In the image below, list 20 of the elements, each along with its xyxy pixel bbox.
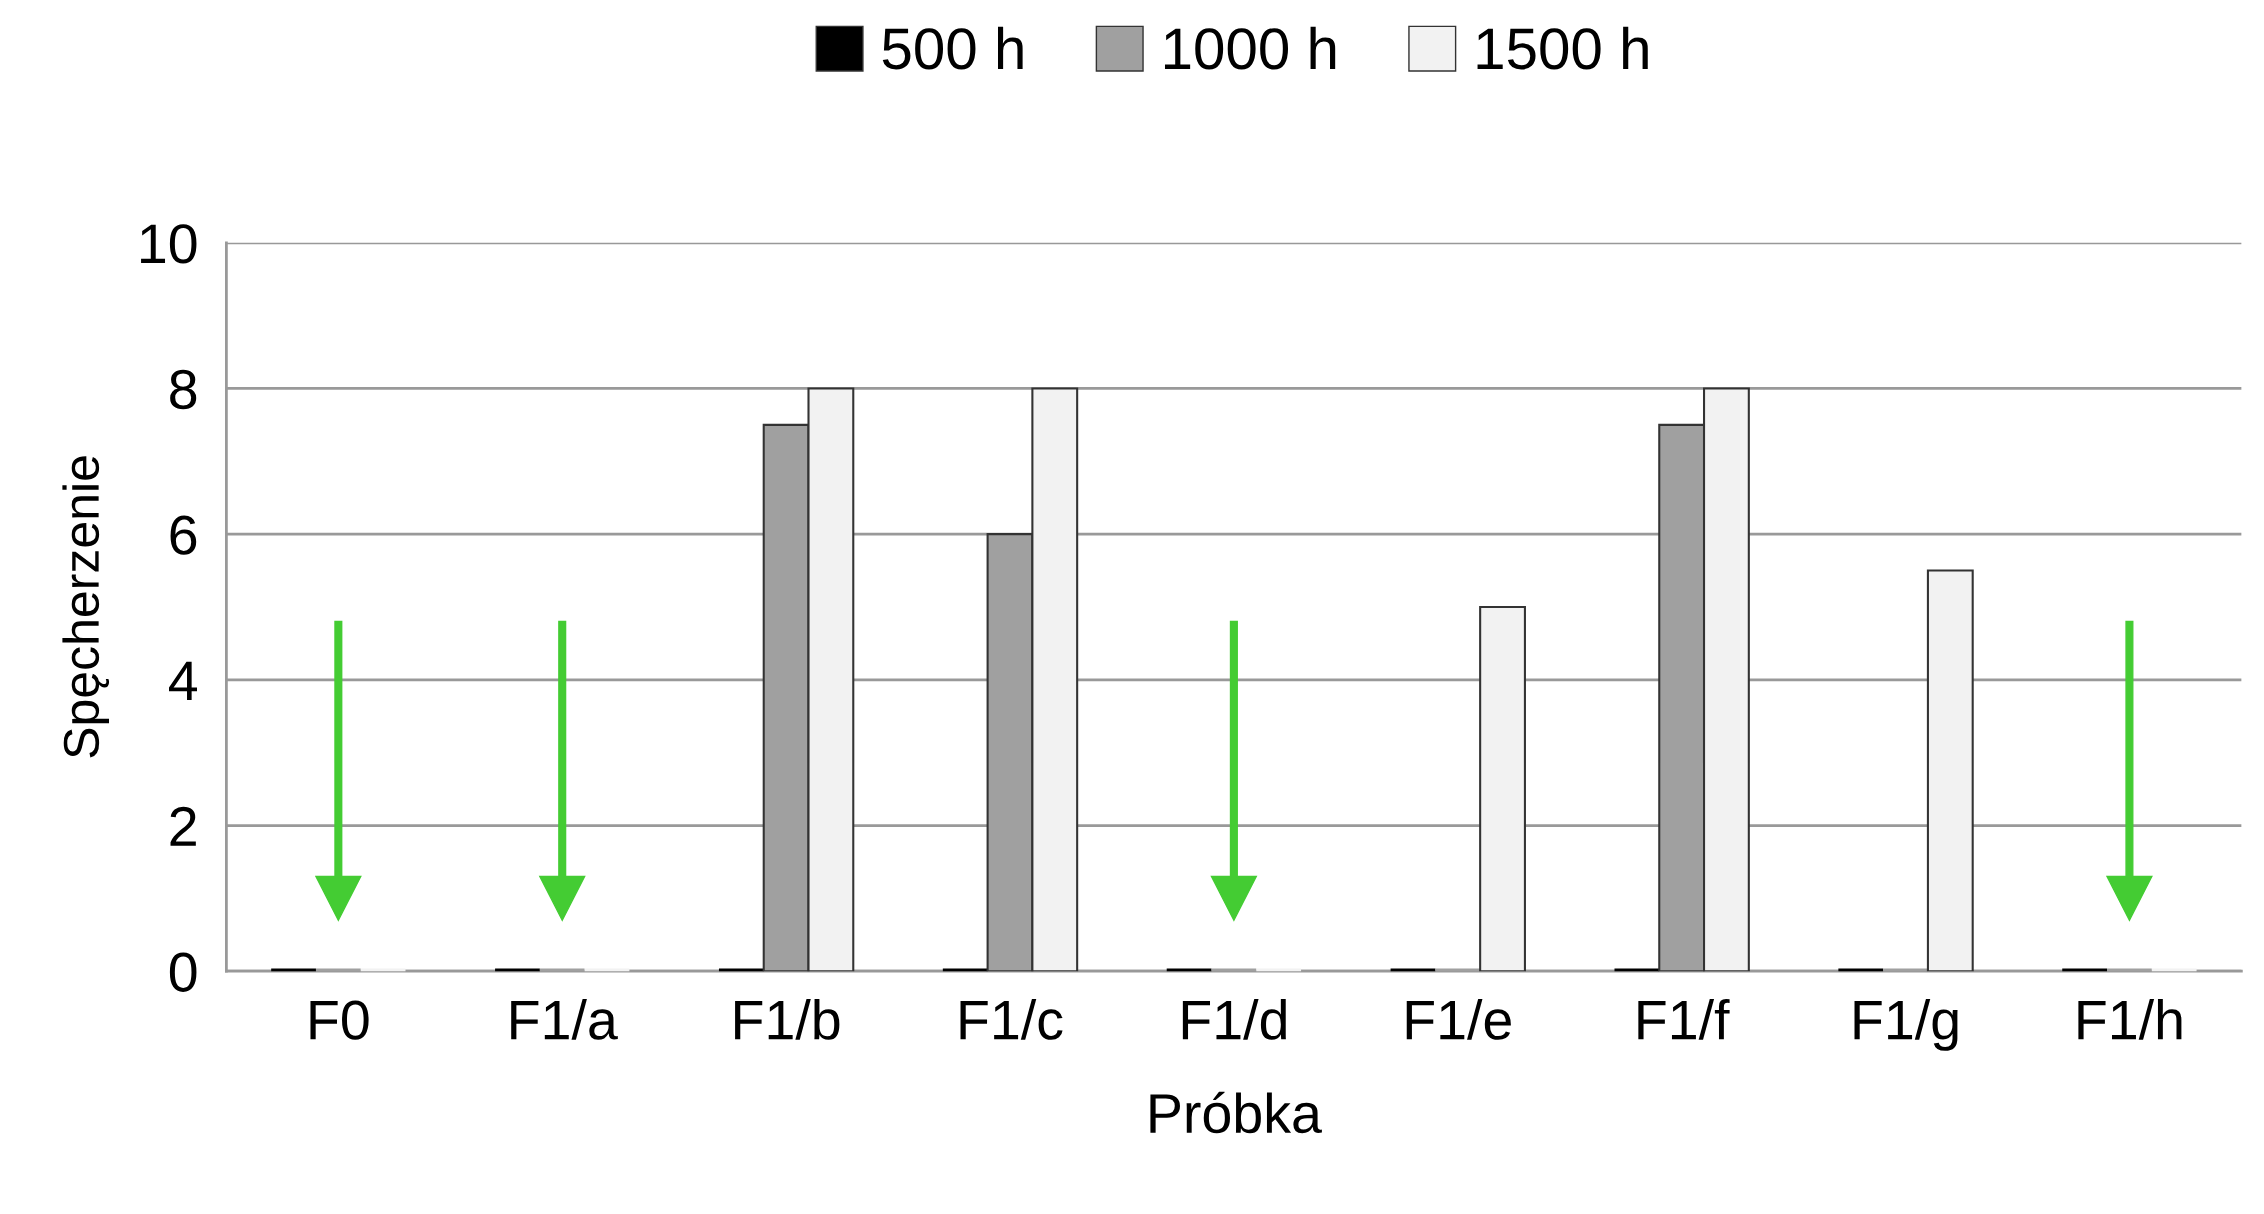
legend-label: 1000 h (1164, 26, 1336, 70)
x-tick-label: F1/a (511, 998, 618, 1040)
x-tick-label: F1/f (1638, 998, 1730, 1040)
y-axis-title: Spęcherzenie (62, 456, 110, 758)
y-tick-label: 10 (141, 224, 197, 264)
x-tick-label: F1/e (1406, 998, 1511, 1040)
x-tick-label: F1/d (1182, 998, 1286, 1040)
legend-label: 1500 h (1477, 26, 1648, 70)
x-tick-label: F1/g (1854, 998, 1958, 1051)
y-tick-label: 2 (170, 806, 196, 846)
x-tick-label: F1/c (960, 998, 1063, 1040)
y-tick-label: 6 (170, 515, 197, 555)
y-tick-label: 8 (170, 369, 197, 410)
x-axis-title: Próbka (1150, 1091, 1322, 1134)
x-tick-label: F0 (310, 1000, 369, 1040)
y-tick-label: 4 (169, 661, 197, 700)
legend-label: 500 h (882, 26, 1023, 70)
y-tick-label: 0 (169, 952, 197, 992)
x-tick-label: F1/h (2078, 998, 2182, 1040)
x-tick-label: F1/b (735, 998, 840, 1040)
